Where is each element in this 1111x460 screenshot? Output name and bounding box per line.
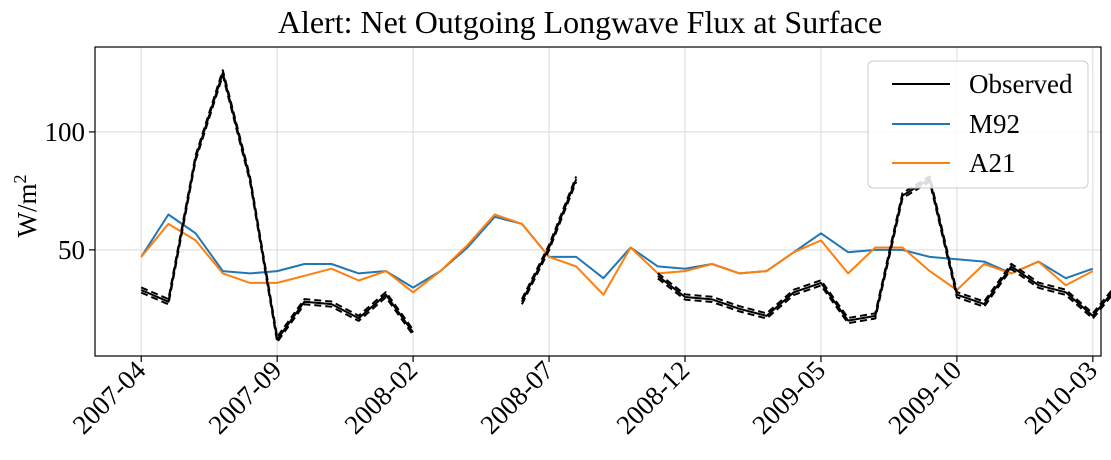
chart-title: Alert: Net Outgoing Longwave Flux at Sur… [278, 4, 882, 40]
x-tick-label: 2009-05 [746, 355, 831, 440]
series-m92-line [140, 213, 1094, 289]
series-a21-line [140, 213, 1094, 296]
plot-frame [94, 46, 1102, 357]
legend-label-a21: A21 [969, 148, 1016, 178]
x-tick-label: 2008-07 [474, 355, 559, 440]
y-tick-label: 50 [58, 235, 85, 265]
legend-label-m92: M92 [969, 109, 1020, 139]
legend-label-observed: Observed [969, 69, 1073, 99]
legend: Observed M92 A21 [867, 60, 1089, 189]
legend-box [867, 60, 1089, 189]
y-tick-label: 100 [45, 117, 86, 147]
series-observed-line [657, 178, 1111, 322]
x-axis: 2007-04 2007-09 2008-02 2008-07 2008-12 2009-… [67, 355, 1103, 440]
x-tick-label: 2008-12 [610, 355, 695, 440]
y-axis: 50 100 [45, 117, 95, 265]
series-observed-line [521, 178, 578, 303]
series-observed-line [140, 71, 414, 341]
series-layer [140, 69, 1111, 344]
series-observed-lower-bound [657, 180, 1111, 325]
x-tick-label: 2009-10 [882, 355, 967, 440]
x-tick-label: 2007-04 [67, 355, 152, 440]
x-tick-label: 2010-03 [1018, 355, 1103, 440]
y-axis-label-text: W/m [12, 184, 42, 238]
x-tick-label: 2007-09 [203, 355, 288, 440]
x-tick-label: 2008-02 [339, 355, 424, 440]
series-observed-lower-bound [521, 181, 578, 305]
y-axis-label: W/m2 [10, 175, 42, 238]
y-axis-label-superscript: 2 [10, 175, 30, 184]
